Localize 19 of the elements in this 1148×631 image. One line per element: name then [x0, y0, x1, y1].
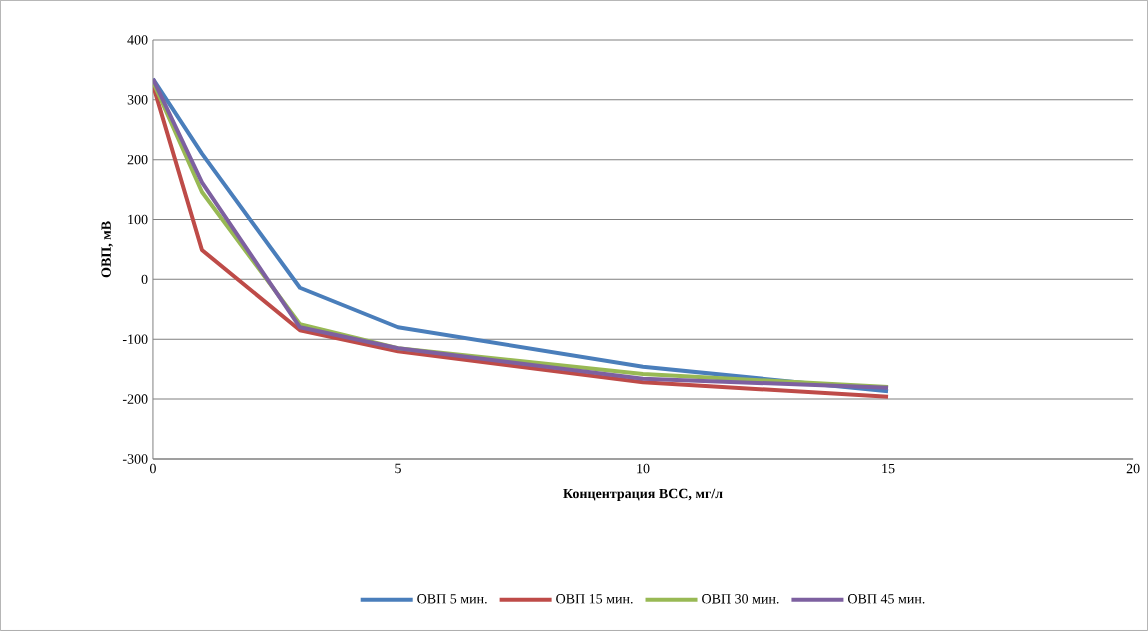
x-tick-label: 5 — [395, 463, 401, 474]
y-tick-label: 300 — [127, 95, 148, 105]
legend-label: ОВП 15 мин. — [556, 594, 633, 604]
x-axis-title: Концентрация ВСС, мг/л — [563, 488, 723, 502]
x-tick-label: 10 — [637, 463, 650, 474]
x-tick-label: 15 — [882, 463, 895, 474]
legend-label: ОВП 45 мин. — [848, 594, 925, 604]
y-tick-label: 0 — [141, 274, 148, 285]
y-tick-label: 100 — [128, 214, 148, 225]
x-tick-label: 20 — [1126, 463, 1140, 474]
y-tick-label: -300 — [122, 454, 148, 464]
y-tick-label: -200 — [122, 394, 148, 404]
y-tick-label: 200 — [127, 154, 148, 165]
y-axis-title: ОВП, мВ — [101, 221, 113, 278]
legend-label: ОВП 30 мин. — [702, 594, 779, 604]
legend-label: ОВП 5 мин. — [417, 594, 487, 604]
x-tick-label: 0 — [149, 463, 156, 474]
y-tick-label: -100 — [122, 334, 148, 344]
y-tick-label: 400 — [127, 35, 148, 45]
